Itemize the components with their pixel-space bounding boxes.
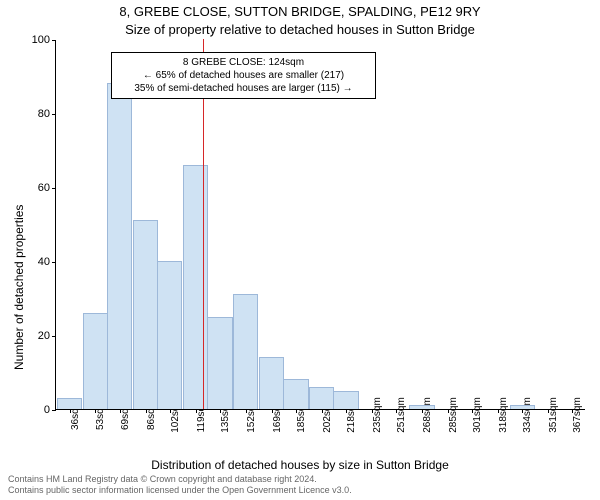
xtick-mark	[548, 409, 549, 413]
footer-line1: Contains HM Land Registry data © Crown c…	[8, 474, 352, 485]
chart-title-line1: 8, GREBE CLOSE, SUTTON BRIDGE, SPALDING,…	[0, 4, 600, 19]
ytick-mark	[52, 410, 56, 411]
xtick-mark	[322, 409, 323, 413]
annotation-line2: ← 65% of detached houses are smaller (21…	[118, 69, 369, 82]
xtick-mark	[448, 409, 449, 413]
chart-container: 8, GREBE CLOSE, SUTTON BRIDGE, SPALDING,…	[0, 0, 600, 500]
xtick-mark	[146, 409, 147, 413]
x-axis-label: Distribution of detached houses by size …	[0, 458, 600, 472]
ytick-mark	[52, 262, 56, 263]
xtick-mark	[498, 409, 499, 413]
annotation-box: 8 GREBE CLOSE: 124sqm← 65% of detached h…	[111, 52, 376, 99]
histogram-bar	[510, 405, 535, 409]
annotation-line1: 8 GREBE CLOSE: 124sqm	[118, 56, 369, 69]
ytick-label: 60	[38, 182, 50, 194]
histogram-bar	[283, 379, 308, 409]
plot-area: 02040608010036sqm53sqm69sqm86sqm102sqm11…	[55, 40, 585, 410]
xtick-label: 367sqm	[572, 397, 583, 433]
xtick-mark	[246, 409, 247, 413]
xtick-mark	[272, 409, 273, 413]
histogram-bar	[157, 261, 182, 409]
ytick-label: 100	[32, 34, 50, 46]
ytick-mark	[52, 114, 56, 115]
histogram-bar	[183, 165, 208, 409]
xtick-mark	[472, 409, 473, 413]
annotation-line3: 35% of semi-detached houses are larger (…	[118, 82, 369, 95]
histogram-bar	[57, 398, 82, 409]
xtick-label: 251sqm	[396, 397, 407, 433]
footer-attribution: Contains HM Land Registry data © Crown c…	[8, 474, 352, 496]
ytick-mark	[52, 40, 56, 41]
ytick-label: 40	[38, 256, 50, 268]
xtick-label: 334sqm	[522, 397, 533, 433]
xtick-label: 318sqm	[498, 397, 509, 433]
xtick-mark	[120, 409, 121, 413]
xtick-mark	[296, 409, 297, 413]
xtick-mark	[396, 409, 397, 413]
xtick-mark	[220, 409, 221, 413]
xtick-label: 268sqm	[422, 397, 433, 433]
xtick-label: 285sqm	[448, 397, 459, 433]
histogram-bar	[309, 387, 334, 409]
histogram-bar	[83, 313, 108, 409]
footer-line2: Contains public sector information licen…	[8, 485, 352, 496]
xtick-mark	[196, 409, 197, 413]
xtick-mark	[70, 409, 71, 413]
histogram-bar	[107, 83, 132, 409]
ytick-mark	[52, 188, 56, 189]
chart-title-line2: Size of property relative to detached ho…	[0, 22, 600, 37]
xtick-mark	[372, 409, 373, 413]
ytick-mark	[52, 336, 56, 337]
xtick-mark	[170, 409, 171, 413]
histogram-bar	[259, 357, 284, 409]
ytick-label: 80	[38, 108, 50, 120]
histogram-bar	[409, 405, 434, 409]
y-axis-label: Number of detached properties	[12, 205, 26, 370]
ytick-label: 20	[38, 330, 50, 342]
xtick-mark	[572, 409, 573, 413]
xtick-label: 301sqm	[472, 397, 483, 433]
histogram-bar	[333, 391, 358, 410]
ytick-label: 0	[44, 404, 50, 416]
xtick-label: 351sqm	[548, 397, 559, 433]
xtick-mark	[522, 409, 523, 413]
xtick-mark	[346, 409, 347, 413]
xtick-mark	[422, 409, 423, 413]
plot-inner: 02040608010036sqm53sqm69sqm86sqm102sqm11…	[55, 40, 585, 410]
histogram-bar	[207, 317, 232, 410]
xtick-mark	[95, 409, 96, 413]
histogram-bar	[233, 294, 258, 409]
histogram-bar	[133, 220, 158, 409]
xtick-label: 235sqm	[372, 397, 383, 433]
